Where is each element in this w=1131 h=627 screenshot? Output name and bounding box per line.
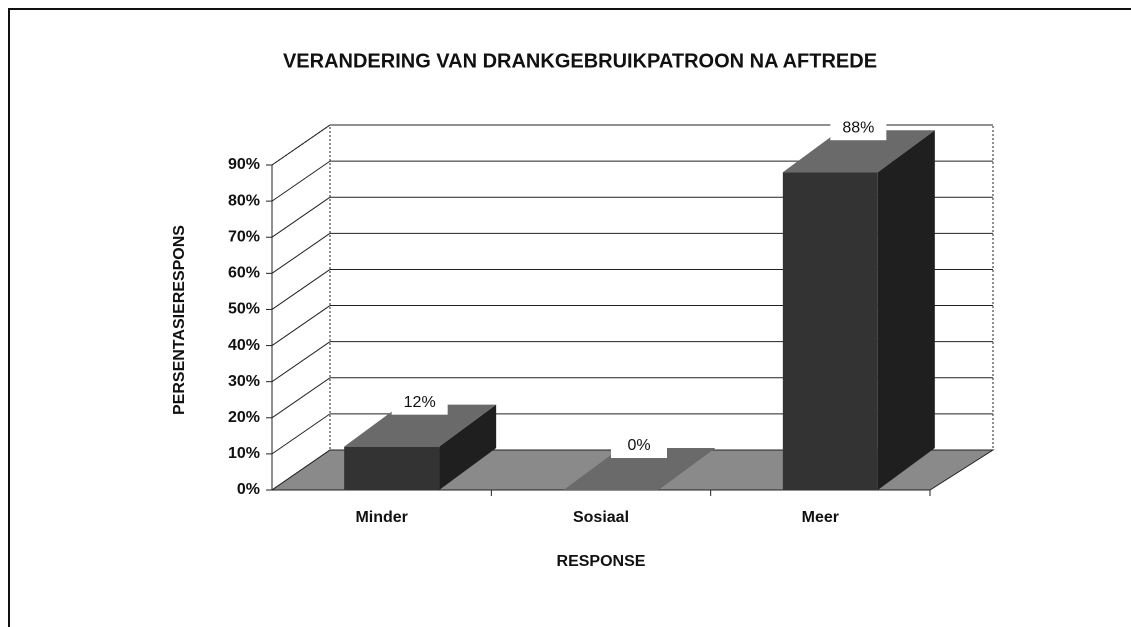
y-axis-label: PERSENTASIERESPONS bbox=[171, 225, 188, 415]
bar-side bbox=[439, 404, 497, 490]
y-tick-label: 50% bbox=[228, 301, 260, 318]
y-tick-label: 70% bbox=[228, 228, 260, 245]
grid-line bbox=[271, 413, 331, 455]
grid-line bbox=[271, 305, 331, 346]
bar-side bbox=[877, 130, 935, 490]
value-label: 0% bbox=[627, 437, 650, 454]
y-tick-label: 80% bbox=[228, 192, 260, 209]
y-tick-label: 20% bbox=[228, 409, 260, 426]
x-tick-label: Meer bbox=[802, 509, 839, 526]
bar-top bbox=[782, 130, 935, 173]
grid-line bbox=[271, 160, 331, 202]
y-tick-label: 60% bbox=[228, 265, 260, 282]
y-tick-label: 10% bbox=[228, 445, 260, 462]
y-tick-label: 30% bbox=[228, 373, 260, 390]
x-axis-label: RESPONSE bbox=[557, 553, 646, 570]
value-label-box bbox=[830, 116, 887, 141]
value-label-box bbox=[611, 434, 667, 458]
grid-line bbox=[271, 196, 331, 238]
bar-top bbox=[563, 448, 716, 490]
bar bbox=[782, 172, 878, 490]
bar-top bbox=[344, 404, 497, 447]
bar bbox=[344, 446, 440, 490]
grid-line bbox=[271, 124, 331, 166]
chart-title: VERANDERING VAN DRANKGEBRUIKPATROON NA A… bbox=[283, 50, 877, 72]
y-tick-label: 90% bbox=[228, 156, 260, 173]
y-tick-label: 40% bbox=[228, 337, 260, 354]
x-tick-label: Minder bbox=[355, 509, 407, 526]
grid-line bbox=[271, 377, 331, 419]
grid-line bbox=[271, 232, 331, 274]
value-label: 12% bbox=[404, 394, 436, 411]
grid-line bbox=[271, 341, 331, 383]
x-tick-label: Sosiaal bbox=[573, 509, 629, 526]
value-label: 88% bbox=[842, 119, 874, 136]
grid-line bbox=[271, 269, 331, 310]
y-tick-label: 0% bbox=[237, 481, 260, 498]
value-label-box bbox=[391, 390, 448, 415]
frame bbox=[8, 8, 1131, 627]
